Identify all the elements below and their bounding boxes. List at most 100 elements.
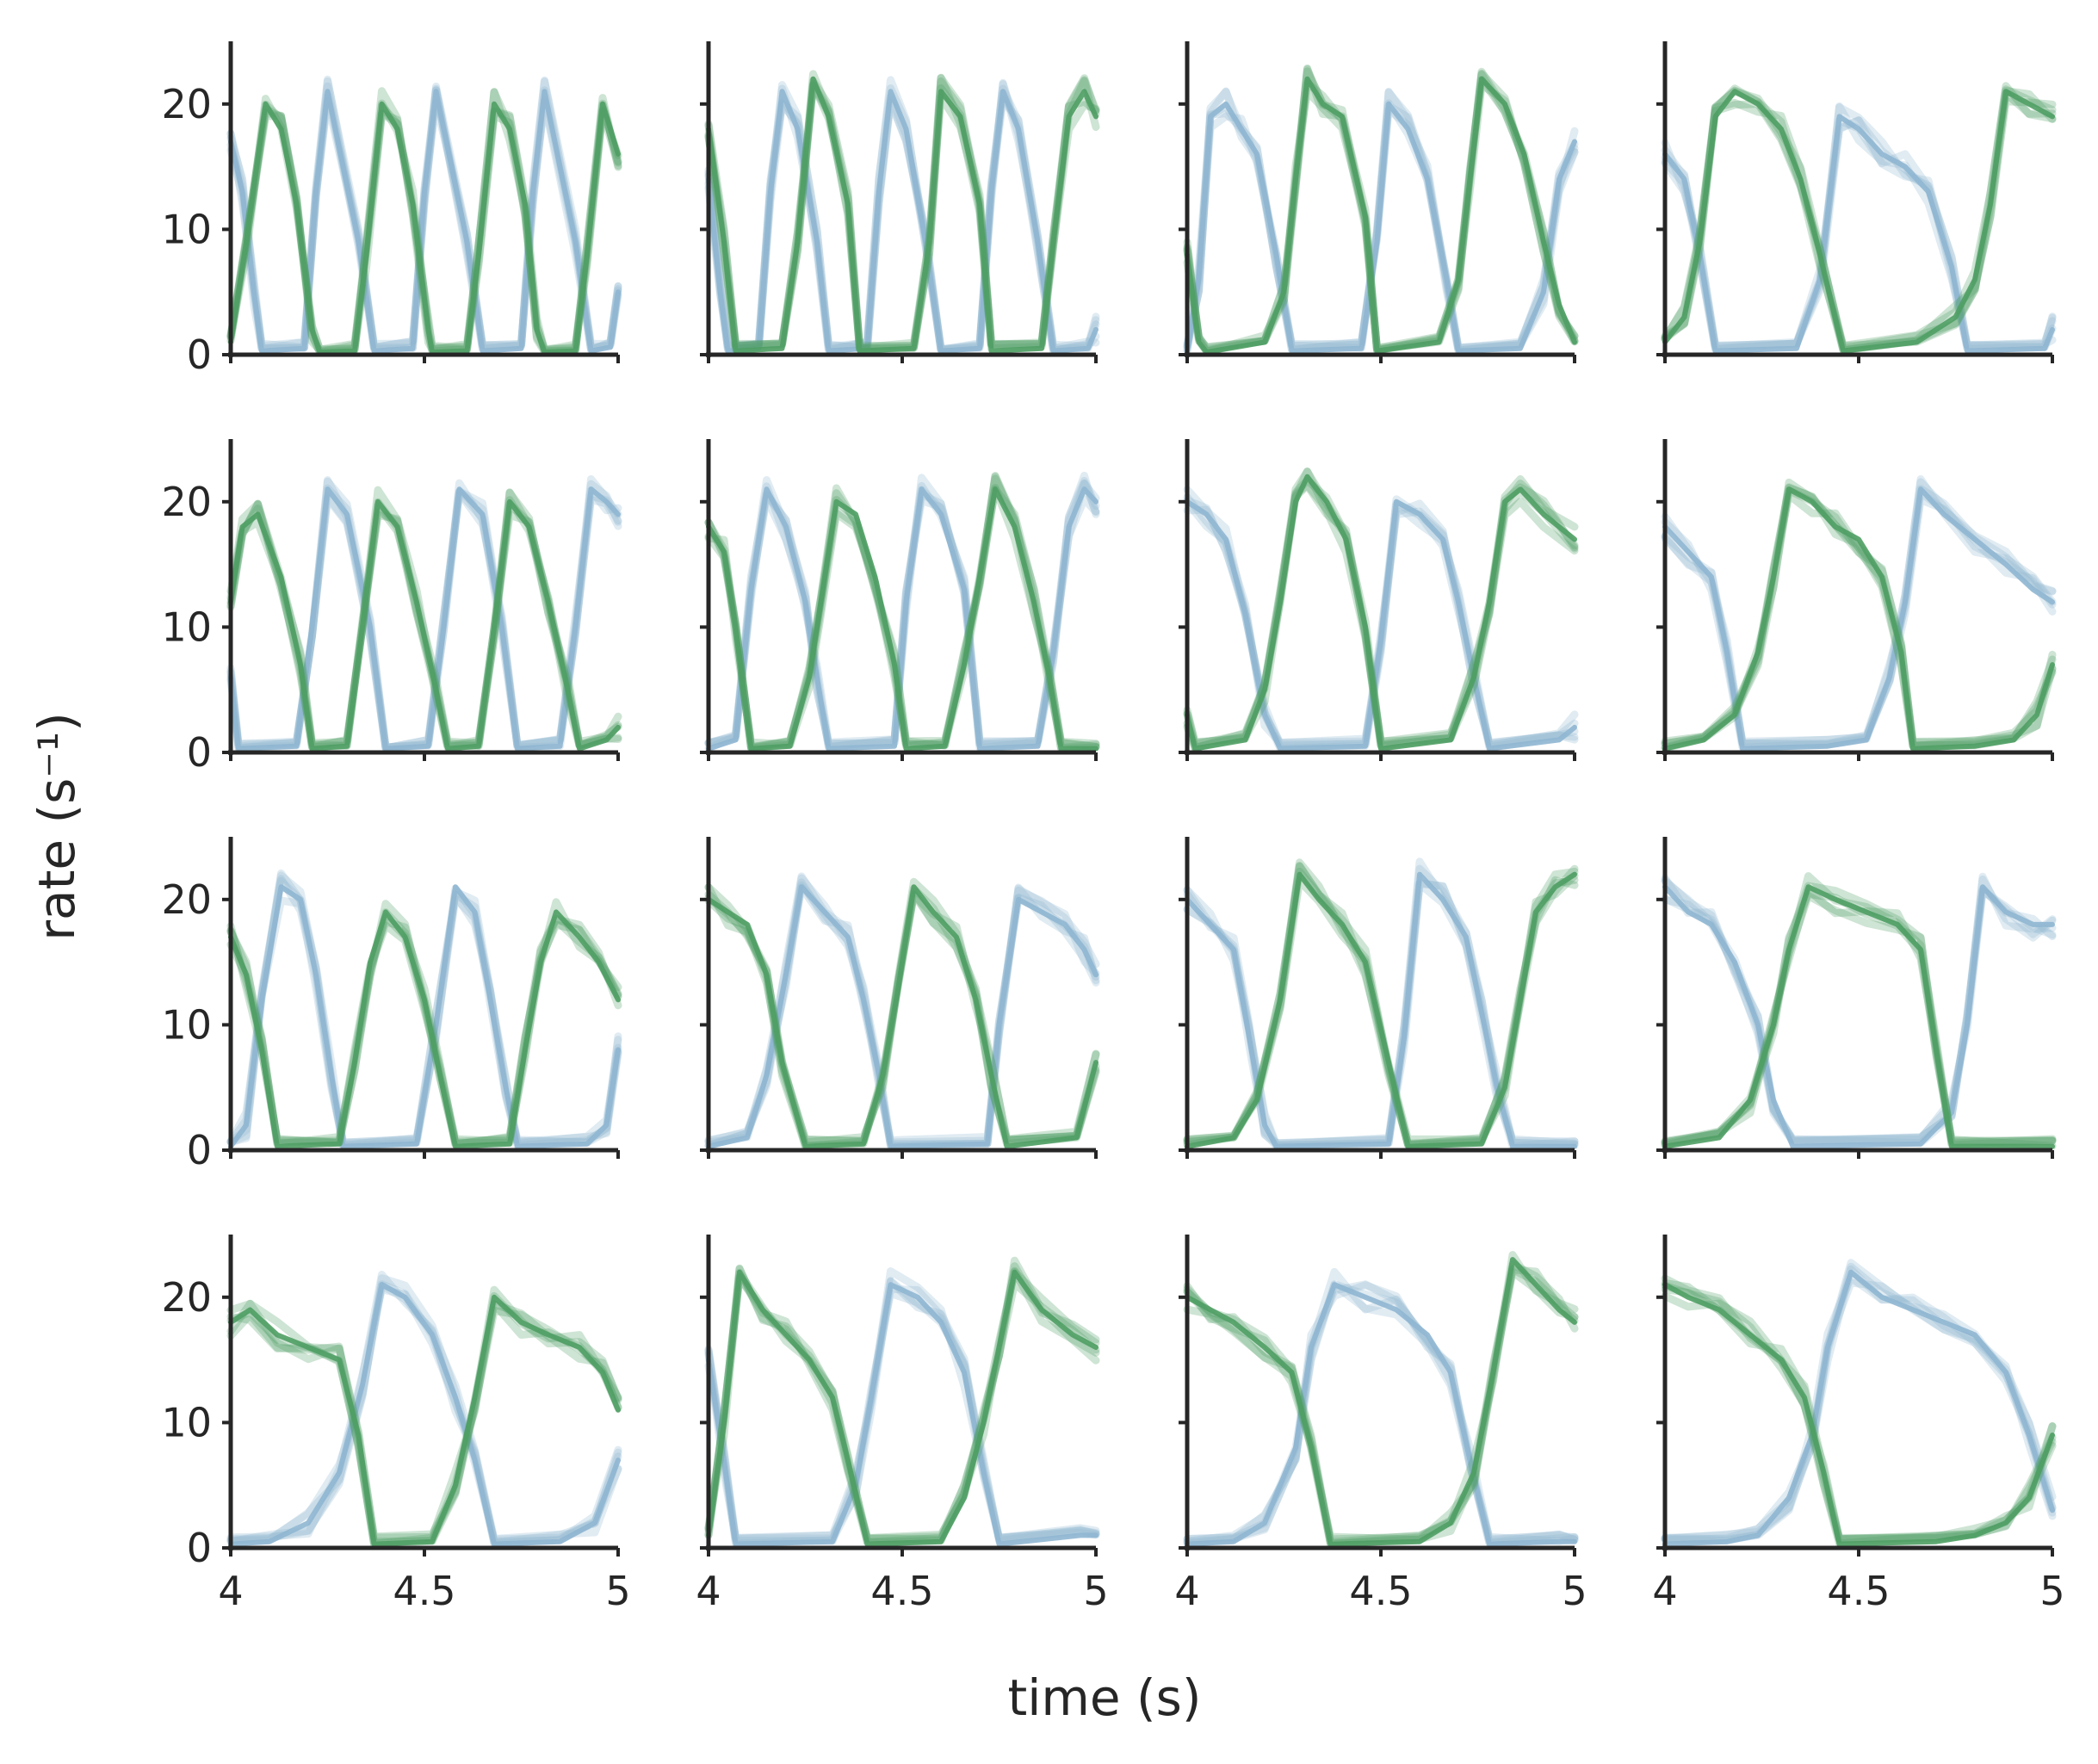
series-green-trace (1661, 478, 2057, 752)
series-blue-trace (1183, 857, 1579, 1151)
trial-line (1661, 874, 2057, 1144)
y-tick-label: 20 (161, 1274, 212, 1321)
mean-line (228, 101, 621, 356)
x-tick-label: 4.5 (1827, 1568, 1890, 1614)
y-tick-label: 0 (187, 331, 212, 378)
y-tick-label: 0 (187, 1525, 212, 1571)
mean-line (1662, 114, 2055, 354)
x-tick-label: 4.5 (1349, 1568, 1412, 1614)
series-blue-trace (704, 472, 1100, 753)
y-tick-label: 10 (161, 206, 212, 252)
series-blue-trace (704, 1267, 1100, 1548)
mean-line (1185, 871, 1577, 1149)
x-axis-title: time (s) (1008, 1668, 1202, 1727)
trial-line (704, 883, 1100, 1151)
mean-line (228, 486, 621, 752)
x-tick-label: 5 (1083, 1568, 1108, 1614)
series-blue-trace (704, 76, 1100, 355)
x-tick-label: 4.5 (393, 1568, 455, 1614)
y-axis-title: rate (s⁻¹) (28, 712, 86, 941)
trial-line (1661, 890, 2057, 1147)
mean-line (1185, 473, 1577, 752)
series-blue-trace (704, 872, 1100, 1151)
series-blue-trace (1661, 1259, 2057, 1547)
mean-line (706, 89, 1099, 354)
panel-r0-c2 (1179, 41, 1579, 363)
y-tick-label: 10 (161, 603, 212, 650)
trial-line (1661, 886, 2057, 1148)
x-tick-label: 5 (1562, 1568, 1587, 1614)
mean-line (706, 884, 1099, 1149)
series-green-trace (1183, 1251, 1579, 1548)
panel-r0-c3 (1656, 41, 2057, 363)
series-blue-trace (1661, 475, 2057, 752)
series-green-trace (1661, 872, 2057, 1150)
trial-line (704, 1289, 1100, 1545)
x-tick-label: 4 (1652, 1568, 1677, 1614)
series-blue-trace (1183, 1267, 1579, 1548)
panel-r3-c2: 4 4.5 5 (1174, 1235, 1587, 1614)
y-tick-label: 10 (161, 1399, 212, 1445)
mean-line (706, 884, 1099, 1149)
series-green-trace (1183, 467, 1579, 752)
x-tick-label: 5 (2039, 1568, 2064, 1614)
mean-line (228, 498, 621, 752)
mean-line (1662, 884, 2055, 1149)
panel-r1-c3 (1656, 439, 2057, 761)
trial-line (704, 878, 1100, 1149)
mean-line (1662, 1269, 2055, 1547)
series-green-trace (226, 486, 622, 752)
mean-line (706, 486, 1099, 752)
mean-line (1185, 498, 1577, 752)
trial-line (704, 874, 1100, 1146)
mean-line (1185, 1257, 1577, 1547)
y-tick-label: 0 (187, 1127, 212, 1173)
mean-line (228, 1294, 621, 1547)
trial-line (704, 1284, 1100, 1543)
panel-r3-c1: 4 4.5 5 (696, 1235, 1109, 1614)
trial-line (226, 1274, 622, 1546)
x-tick-label: 4 (696, 1568, 721, 1614)
trial-line (1661, 1279, 2057, 1544)
trial-line (1661, 1281, 2057, 1548)
mean-line (1185, 1282, 1577, 1547)
series-blue-trace (226, 869, 622, 1150)
series-green-trace (226, 87, 622, 356)
series-blue-trace (1183, 486, 1579, 752)
panel-r2-c1 (700, 837, 1100, 1159)
panel-r1-c0: 0 10 20 (161, 439, 622, 776)
series-green-trace (1183, 858, 1579, 1149)
mean-line (1662, 486, 2055, 752)
trial-line (1661, 1292, 2057, 1544)
series-blue-trace (1183, 87, 1579, 355)
mean-line (1185, 871, 1577, 1149)
panel-r2-c0: 0 10 20 (161, 837, 622, 1173)
panel-r2-c3 (1656, 837, 2057, 1159)
series-blue-trace (226, 475, 622, 752)
trial-line (1183, 1267, 1579, 1544)
panel-r3-c0: 0 10 20 4 4.5 5 (161, 1235, 631, 1614)
series-blue-trace (1661, 102, 2057, 354)
mean-line (1185, 76, 1577, 356)
mean-line (706, 76, 1099, 354)
series-blue-trace (226, 1271, 622, 1548)
series-green-trace (1183, 64, 1579, 356)
trial-line (1661, 887, 2057, 1144)
mean-line (1185, 101, 1577, 354)
panel-r1-c2 (1179, 439, 1579, 761)
series-blue-trace (1661, 872, 2057, 1149)
x-tick-label: 4.5 (870, 1568, 933, 1614)
series-green-trace (226, 898, 622, 1149)
trial-line (1661, 1259, 2057, 1544)
trial-line (704, 883, 1100, 1147)
mean-line (1662, 89, 2055, 354)
x-tick-label: 4 (1174, 1568, 1199, 1614)
panel-r0-c0: 0 10 20 (161, 41, 622, 378)
mean-line (706, 486, 1099, 752)
panel-r3-c3: 4 4.5 5 (1652, 1235, 2065, 1614)
mean-line (1662, 1282, 2055, 1547)
trial-line (704, 883, 1100, 1145)
y-tick-label: 10 (161, 1001, 212, 1048)
